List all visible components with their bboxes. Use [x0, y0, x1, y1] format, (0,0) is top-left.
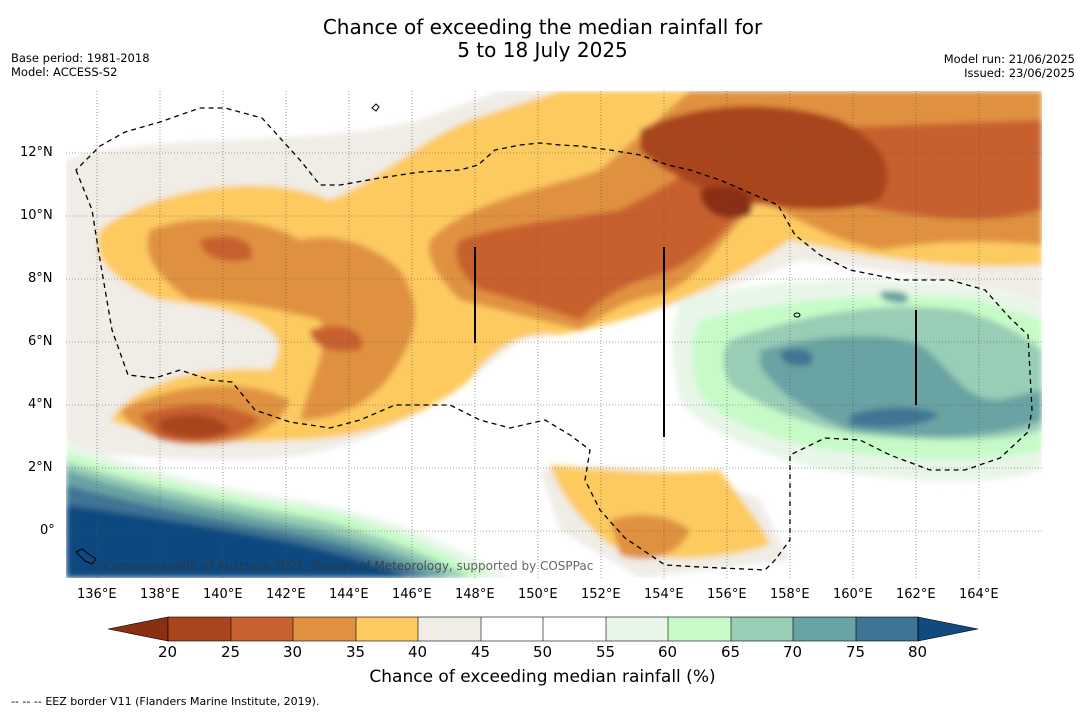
colorbar-tick: 35 [346, 643, 366, 661]
colorbar-low-arrow [107, 616, 169, 642]
issued-date-text: Issued: 23/06/2025 [964, 66, 1075, 80]
lon-label: 142°E [266, 587, 306, 602]
colorbar-tick: 50 [533, 643, 553, 661]
lon-label: 140°E [203, 587, 243, 602]
eez-border [75, 107, 1033, 571]
lon-label: 144°E [329, 587, 369, 602]
colorbar-tick: 55 [596, 643, 616, 661]
lon-label: 136°E [77, 587, 117, 602]
colorbar-label: Chance of exceeding median rainfall (%) [369, 667, 716, 687]
colorbar-tick: 65 [721, 643, 741, 661]
map-gridlines [66, 91, 1042, 578]
model-name-text: Model: ACCESS-S2 [11, 65, 118, 79]
colorbar-tick: 70 [783, 643, 803, 661]
colorbar-tick: 75 [846, 643, 866, 661]
lon-label: 152°E [581, 587, 621, 602]
island-outline [793, 312, 801, 318]
lat-label: 8°N [28, 271, 53, 286]
lon-label: 150°E [518, 587, 558, 602]
colorbar-tick: 60 [658, 643, 678, 661]
model-run-text: Model run: 21/06/2025 [943, 52, 1075, 66]
lon-label: 138°E [140, 587, 180, 602]
copyright-text: © Commonwealth of Australia 2025, Bureau… [88, 559, 594, 573]
lat-label: 2°N [28, 460, 53, 475]
lat-label: 0° [40, 523, 55, 538]
lon-label: 164°E [959, 587, 999, 602]
lat-label: 6°N [28, 334, 53, 349]
colorbar-tick: 20 [158, 643, 178, 661]
lon-label: 146°E [392, 587, 432, 602]
lon-label: 148°E [455, 587, 495, 602]
lon-label: 158°E [770, 587, 810, 602]
colorbar-tick: 25 [221, 643, 241, 661]
map-title-line1: Chance of exceeding the median rainfall … [322, 15, 763, 39]
colorbar-tick: 40 [408, 643, 428, 661]
lat-label: 12°N [20, 145, 53, 160]
lon-label: 154°E [644, 587, 684, 602]
map-title-line2: 5 to 18 July 2025 [457, 38, 628, 62]
base-period-text: Base period: 1981-2018 [11, 51, 150, 65]
island-outline [75, 548, 97, 565]
lon-label: 160°E [833, 587, 873, 602]
eez-legend: -- -- -- EEZ border V11 (Flanders Marine… [11, 695, 319, 708]
rainfall-field [66, 91, 1042, 578]
lon-label: 162°E [896, 587, 936, 602]
eez-legend-text: EEZ border V11 (Flanders Marine Institut… [45, 695, 320, 708]
colorbar [107, 616, 979, 642]
lat-label: 4°N [28, 397, 53, 412]
colorbar-tick: 80 [908, 643, 928, 661]
colorbar-tick: 45 [471, 643, 491, 661]
lat-label: 10°N [20, 208, 53, 223]
eez-legend-dashes: -- -- -- [11, 695, 42, 708]
island-outline [371, 103, 380, 112]
colorbar-tick: 30 [283, 643, 303, 661]
lon-label: 156°E [707, 587, 747, 602]
colorbar-high-arrow [917, 616, 979, 642]
